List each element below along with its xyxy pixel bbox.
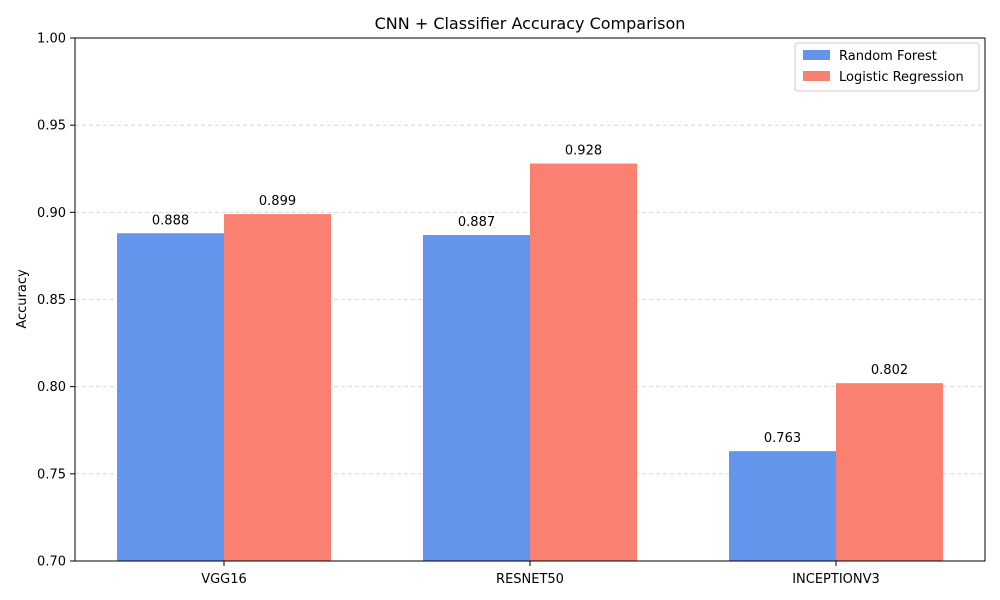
y-axis-label: Accuracy [15,269,30,329]
bar [729,451,836,561]
data-label: 0.887 [458,215,495,230]
data-label: 0.899 [259,194,296,209]
bar [530,163,637,561]
x-axis: VGG16 RESNET50 INCEPTIONV3 [201,561,880,587]
bar [224,214,331,561]
data-label: 0.763 [764,431,801,446]
x-tick-label: RESNET50 [496,572,564,587]
bars [117,163,943,561]
y-tick-label: 0.95 [37,119,66,134]
y-tick-label: 0.90 [37,206,66,221]
legend: Random Forest Logistic Regression [794,42,980,92]
legend-label: Random Forest [839,49,937,64]
bar [836,383,943,561]
x-tick-label: INCEPTIONV3 [792,572,880,587]
y-tick-label: 0.75 [37,467,66,482]
y-tick-label: 0.70 [37,555,66,570]
data-label: 0.928 [565,144,602,159]
bar [423,234,530,561]
data-label: 0.888 [152,213,189,228]
y-tick-label: 0.80 [37,380,66,395]
data-labels: 0.888 0.899 0.887 0.928 0.763 0.802 [152,144,908,447]
data-label: 0.802 [871,363,908,378]
bar [117,233,224,561]
y-tick-label: 0.85 [37,293,66,308]
x-tick-label: VGG16 [201,572,247,587]
legend-swatch [803,50,830,60]
chart-title: CNN + Classifier Accuracy Comparison [375,14,686,33]
legend-swatch [803,71,830,81]
y-tick-label: 1.00 [37,32,66,47]
legend-box [794,42,980,92]
legend-label: Logistic Regression [839,70,964,85]
y-axis: 0.70 0.75 0.80 0.85 0.90 0.95 1.00 [37,32,75,570]
